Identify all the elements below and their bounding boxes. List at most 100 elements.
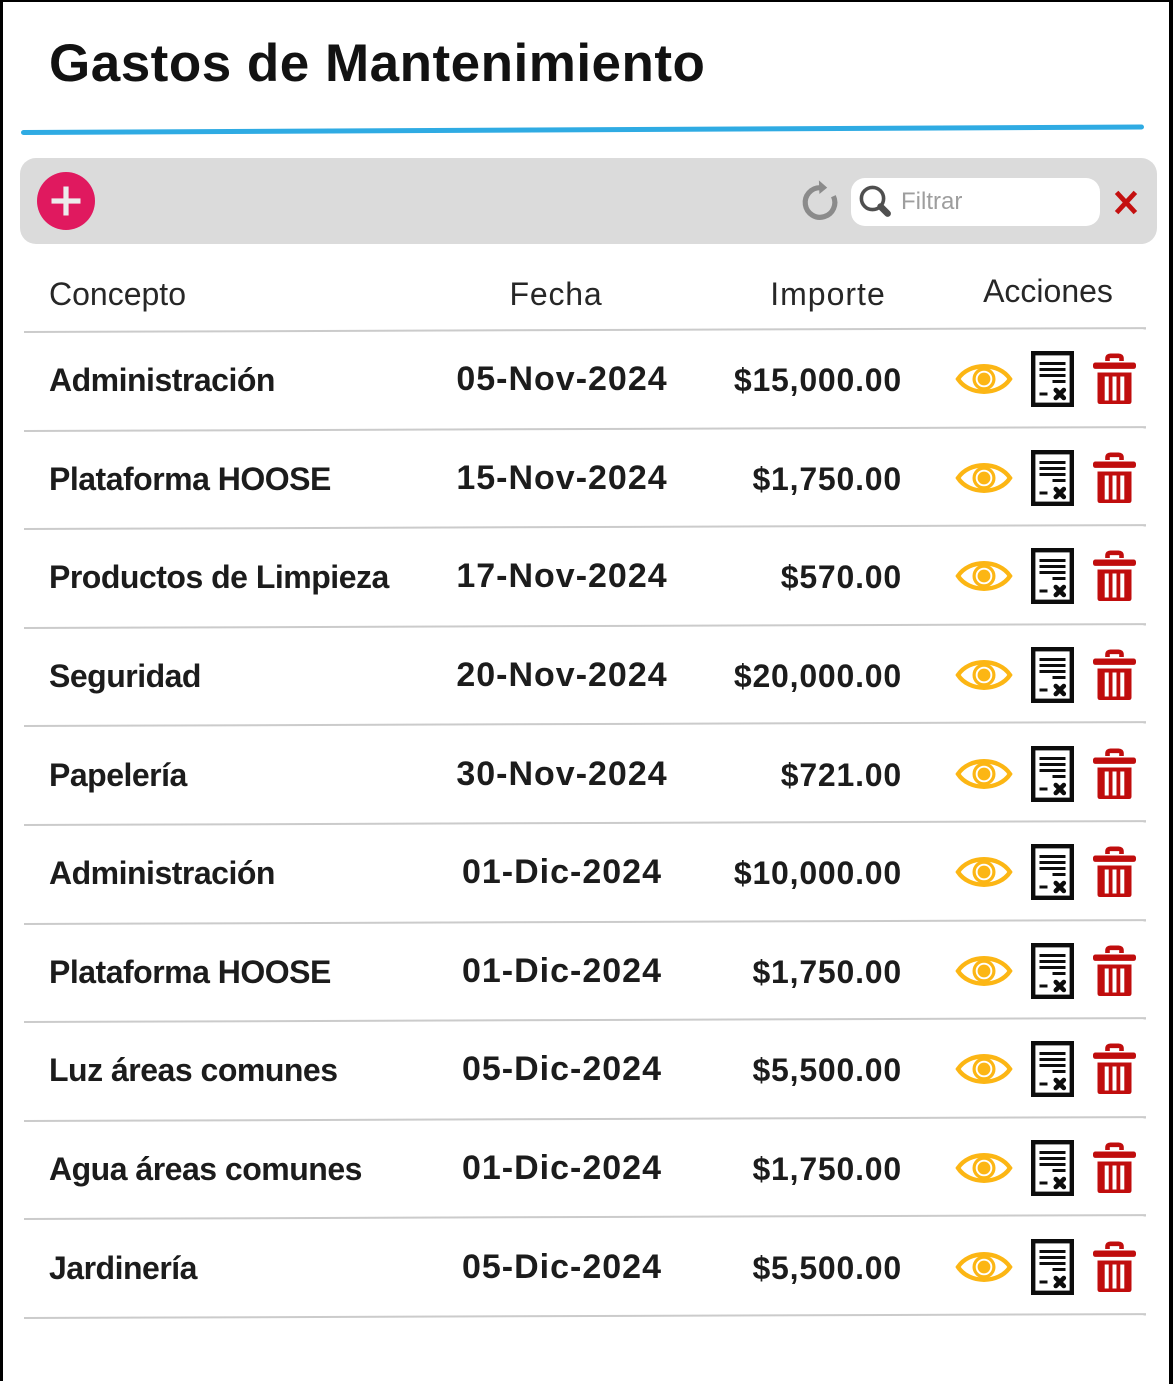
cell-importe: $1,750.00 bbox=[752, 460, 902, 497]
cell-importe: $721.00 bbox=[780, 756, 902, 793]
cancel-receipt-button[interactable] bbox=[1031, 1041, 1074, 1098]
cell-concepto: Productos de Limpieza bbox=[49, 559, 389, 596]
plus-icon bbox=[51, 186, 81, 216]
refresh-button[interactable] bbox=[799, 180, 841, 222]
view-expense-button[interactable] bbox=[955, 1249, 1013, 1285]
document-cancel-icon bbox=[1031, 1041, 1074, 1098]
cell-importe: $10,000.00 bbox=[733, 855, 902, 892]
table-row: Agua áreas comunes 01-Dic-2024 $1,750.00 bbox=[0, 1122, 1173, 1221]
eye-icon bbox=[955, 364, 1013, 395]
eye-icon bbox=[955, 956, 1013, 986]
view-expense-button[interactable] bbox=[955, 953, 1013, 989]
cell-fecha: 05-Nov-2024 bbox=[456, 360, 668, 399]
cell-importe: $570.00 bbox=[780, 559, 902, 596]
trash-icon bbox=[1093, 748, 1136, 799]
cancel-receipt-button[interactable] bbox=[1031, 1140, 1074, 1197]
delete-expense-button[interactable] bbox=[1092, 1142, 1137, 1194]
eye-icon bbox=[955, 1251, 1013, 1282]
document-cancel-icon bbox=[1031, 647, 1074, 704]
cancel-receipt-button[interactable] bbox=[1031, 844, 1074, 901]
column-header-fecha: Fecha bbox=[509, 276, 603, 312]
trash-icon bbox=[1093, 846, 1136, 898]
document-cancel-icon bbox=[1031, 351, 1074, 408]
column-header-concepto: Concepto bbox=[49, 276, 186, 312]
document-cancel-icon bbox=[1031, 844, 1074, 901]
cell-concepto: Administración bbox=[49, 362, 275, 399]
trash-icon bbox=[1093, 649, 1136, 701]
delete-expense-button[interactable] bbox=[1092, 945, 1137, 996]
cancel-receipt-button[interactable] bbox=[1031, 1238, 1074, 1295]
window-border-left bbox=[0, 0, 3, 1381]
eye-icon bbox=[955, 1054, 1013, 1085]
view-expense-button[interactable] bbox=[955, 460, 1013, 496]
eye-icon bbox=[955, 857, 1013, 888]
cell-importe: $5,500.00 bbox=[752, 1052, 902, 1089]
delete-expense-button[interactable] bbox=[1092, 550, 1137, 602]
eye-icon bbox=[955, 463, 1013, 493]
cell-fecha: 20-Nov-2024 bbox=[456, 656, 668, 695]
row-separator bbox=[23, 1313, 1146, 1319]
cell-concepto: Plataforma HOOSE bbox=[49, 460, 331, 497]
cell-concepto: Seguridad bbox=[49, 658, 201, 695]
trash-icon bbox=[1093, 452, 1136, 503]
table-row: Seguridad 20-Nov-2024 $20,000.00 bbox=[0, 629, 1173, 728]
cell-importe: $5,500.00 bbox=[752, 1249, 902, 1286]
delete-expense-button[interactable] bbox=[1092, 353, 1137, 405]
view-expense-button[interactable] bbox=[955, 1051, 1013, 1087]
view-expense-button[interactable] bbox=[955, 756, 1013, 792]
expenses-table-body: Administración 05-Nov-2024 $15,000.00 bbox=[0, 333, 1173, 1319]
cell-concepto: Luz áreas comunes bbox=[49, 1052, 338, 1089]
cancel-receipt-button[interactable] bbox=[1031, 449, 1074, 506]
table-row: Administración 01-Dic-2024 $10,000.00 bbox=[0, 826, 1173, 925]
view-expense-button[interactable] bbox=[955, 657, 1013, 693]
cell-importe: $15,000.00 bbox=[733, 362, 902, 399]
refresh-icon bbox=[802, 180, 838, 220]
table-row: Plataforma HOOSE 15-Nov-2024 $1,750.00 bbox=[0, 432, 1173, 531]
view-expense-button[interactable] bbox=[955, 854, 1013, 890]
delete-expense-button[interactable] bbox=[1092, 452, 1137, 503]
cell-importe: $1,750.00 bbox=[752, 953, 902, 990]
cancel-receipt-button[interactable] bbox=[1031, 647, 1074, 704]
trash-icon bbox=[1093, 945, 1136, 996]
view-expense-button[interactable] bbox=[955, 361, 1013, 397]
cell-importe: $1,750.00 bbox=[752, 1151, 902, 1188]
x-icon bbox=[1114, 190, 1138, 215]
delete-expense-button[interactable] bbox=[1092, 1241, 1137, 1292]
cancel-receipt-button[interactable] bbox=[1031, 942, 1074, 999]
table-row: Luz áreas comunes 05-Dic-2024 $5,500.00 bbox=[0, 1023, 1173, 1122]
cell-fecha: 15-Nov-2024 bbox=[456, 458, 668, 497]
cell-concepto: Administración bbox=[49, 855, 275, 892]
cell-importe: $20,000.00 bbox=[733, 658, 902, 695]
trash-icon bbox=[1093, 1142, 1136, 1194]
delete-expense-button[interactable] bbox=[1092, 748, 1137, 799]
page-title: Gastos de Mantenimiento bbox=[49, 34, 706, 93]
cell-concepto: Jardinería bbox=[49, 1249, 197, 1286]
filter-input[interactable] bbox=[901, 188, 1081, 216]
cancel-receipt-button[interactable] bbox=[1031, 548, 1074, 605]
eye-icon bbox=[955, 1153, 1013, 1183]
eye-icon bbox=[955, 660, 1013, 690]
delete-expense-button[interactable] bbox=[1092, 649, 1137, 701]
cancel-receipt-button[interactable] bbox=[1031, 745, 1074, 802]
delete-expense-button[interactable] bbox=[1092, 846, 1137, 898]
cancel-receipt-button[interactable] bbox=[1031, 351, 1074, 408]
cell-fecha: 05-Dic-2024 bbox=[461, 1247, 662, 1286]
table-row: Administración 05-Nov-2024 $15,000.00 bbox=[0, 333, 1173, 432]
eye-icon bbox=[955, 758, 1013, 789]
view-expense-button[interactable] bbox=[955, 558, 1013, 594]
cell-fecha: 17-Nov-2024 bbox=[456, 557, 668, 596]
eye-icon bbox=[955, 561, 1013, 592]
cell-concepto: Agua áreas comunes bbox=[49, 1151, 362, 1188]
add-expense-button[interactable] bbox=[37, 172, 95, 230]
clear-filter-button[interactable] bbox=[1114, 189, 1138, 216]
document-cancel-icon bbox=[1031, 1140, 1074, 1197]
column-header-importe: Importe bbox=[770, 276, 886, 312]
toolbar bbox=[20, 158, 1157, 244]
cell-fecha: 01-Dic-2024 bbox=[461, 951, 662, 990]
cell-fecha: 05-Dic-2024 bbox=[461, 1050, 662, 1089]
delete-expense-button[interactable] bbox=[1092, 1043, 1137, 1095]
view-expense-button[interactable] bbox=[955, 1150, 1013, 1186]
magnifier-icon bbox=[859, 185, 891, 217]
cell-concepto: Papelería bbox=[49, 756, 187, 793]
